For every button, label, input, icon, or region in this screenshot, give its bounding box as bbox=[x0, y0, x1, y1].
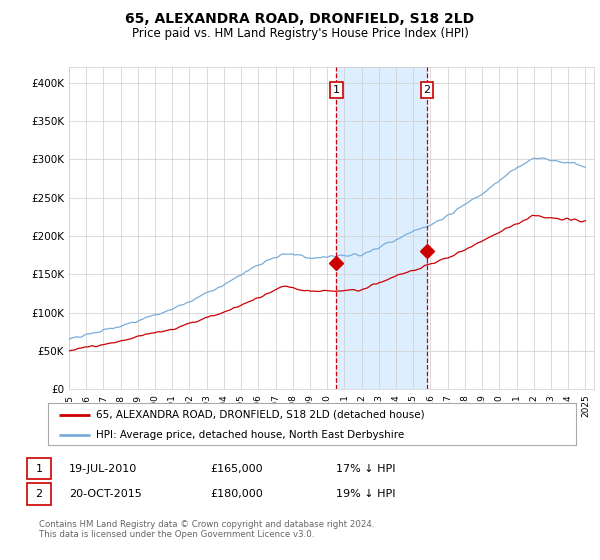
Text: 2: 2 bbox=[423, 85, 430, 95]
Text: 1: 1 bbox=[333, 85, 340, 95]
Text: Price paid vs. HM Land Registry's House Price Index (HPI): Price paid vs. HM Land Registry's House … bbox=[131, 27, 469, 40]
Text: HPI: Average price, detached house, North East Derbyshire: HPI: Average price, detached house, Nort… bbox=[95, 430, 404, 440]
Text: 2: 2 bbox=[35, 489, 43, 499]
Text: 65, ALEXANDRA ROAD, DRONFIELD, S18 2LD: 65, ALEXANDRA ROAD, DRONFIELD, S18 2LD bbox=[125, 12, 475, 26]
Text: 19-JUL-2010: 19-JUL-2010 bbox=[69, 464, 137, 474]
Text: Contains HM Land Registry data © Crown copyright and database right 2024.
This d: Contains HM Land Registry data © Crown c… bbox=[39, 520, 374, 539]
Text: 1: 1 bbox=[35, 464, 43, 474]
Text: 20-OCT-2015: 20-OCT-2015 bbox=[69, 489, 142, 499]
Text: £180,000: £180,000 bbox=[210, 489, 263, 499]
Bar bbox=[337, 67, 427, 389]
Text: 19% ↓ HPI: 19% ↓ HPI bbox=[336, 489, 395, 499]
Text: £165,000: £165,000 bbox=[210, 464, 263, 474]
Text: 65, ALEXANDRA ROAD, DRONFIELD, S18 2LD (detached house): 65, ALEXANDRA ROAD, DRONFIELD, S18 2LD (… bbox=[95, 410, 424, 420]
Text: 17% ↓ HPI: 17% ↓ HPI bbox=[336, 464, 395, 474]
